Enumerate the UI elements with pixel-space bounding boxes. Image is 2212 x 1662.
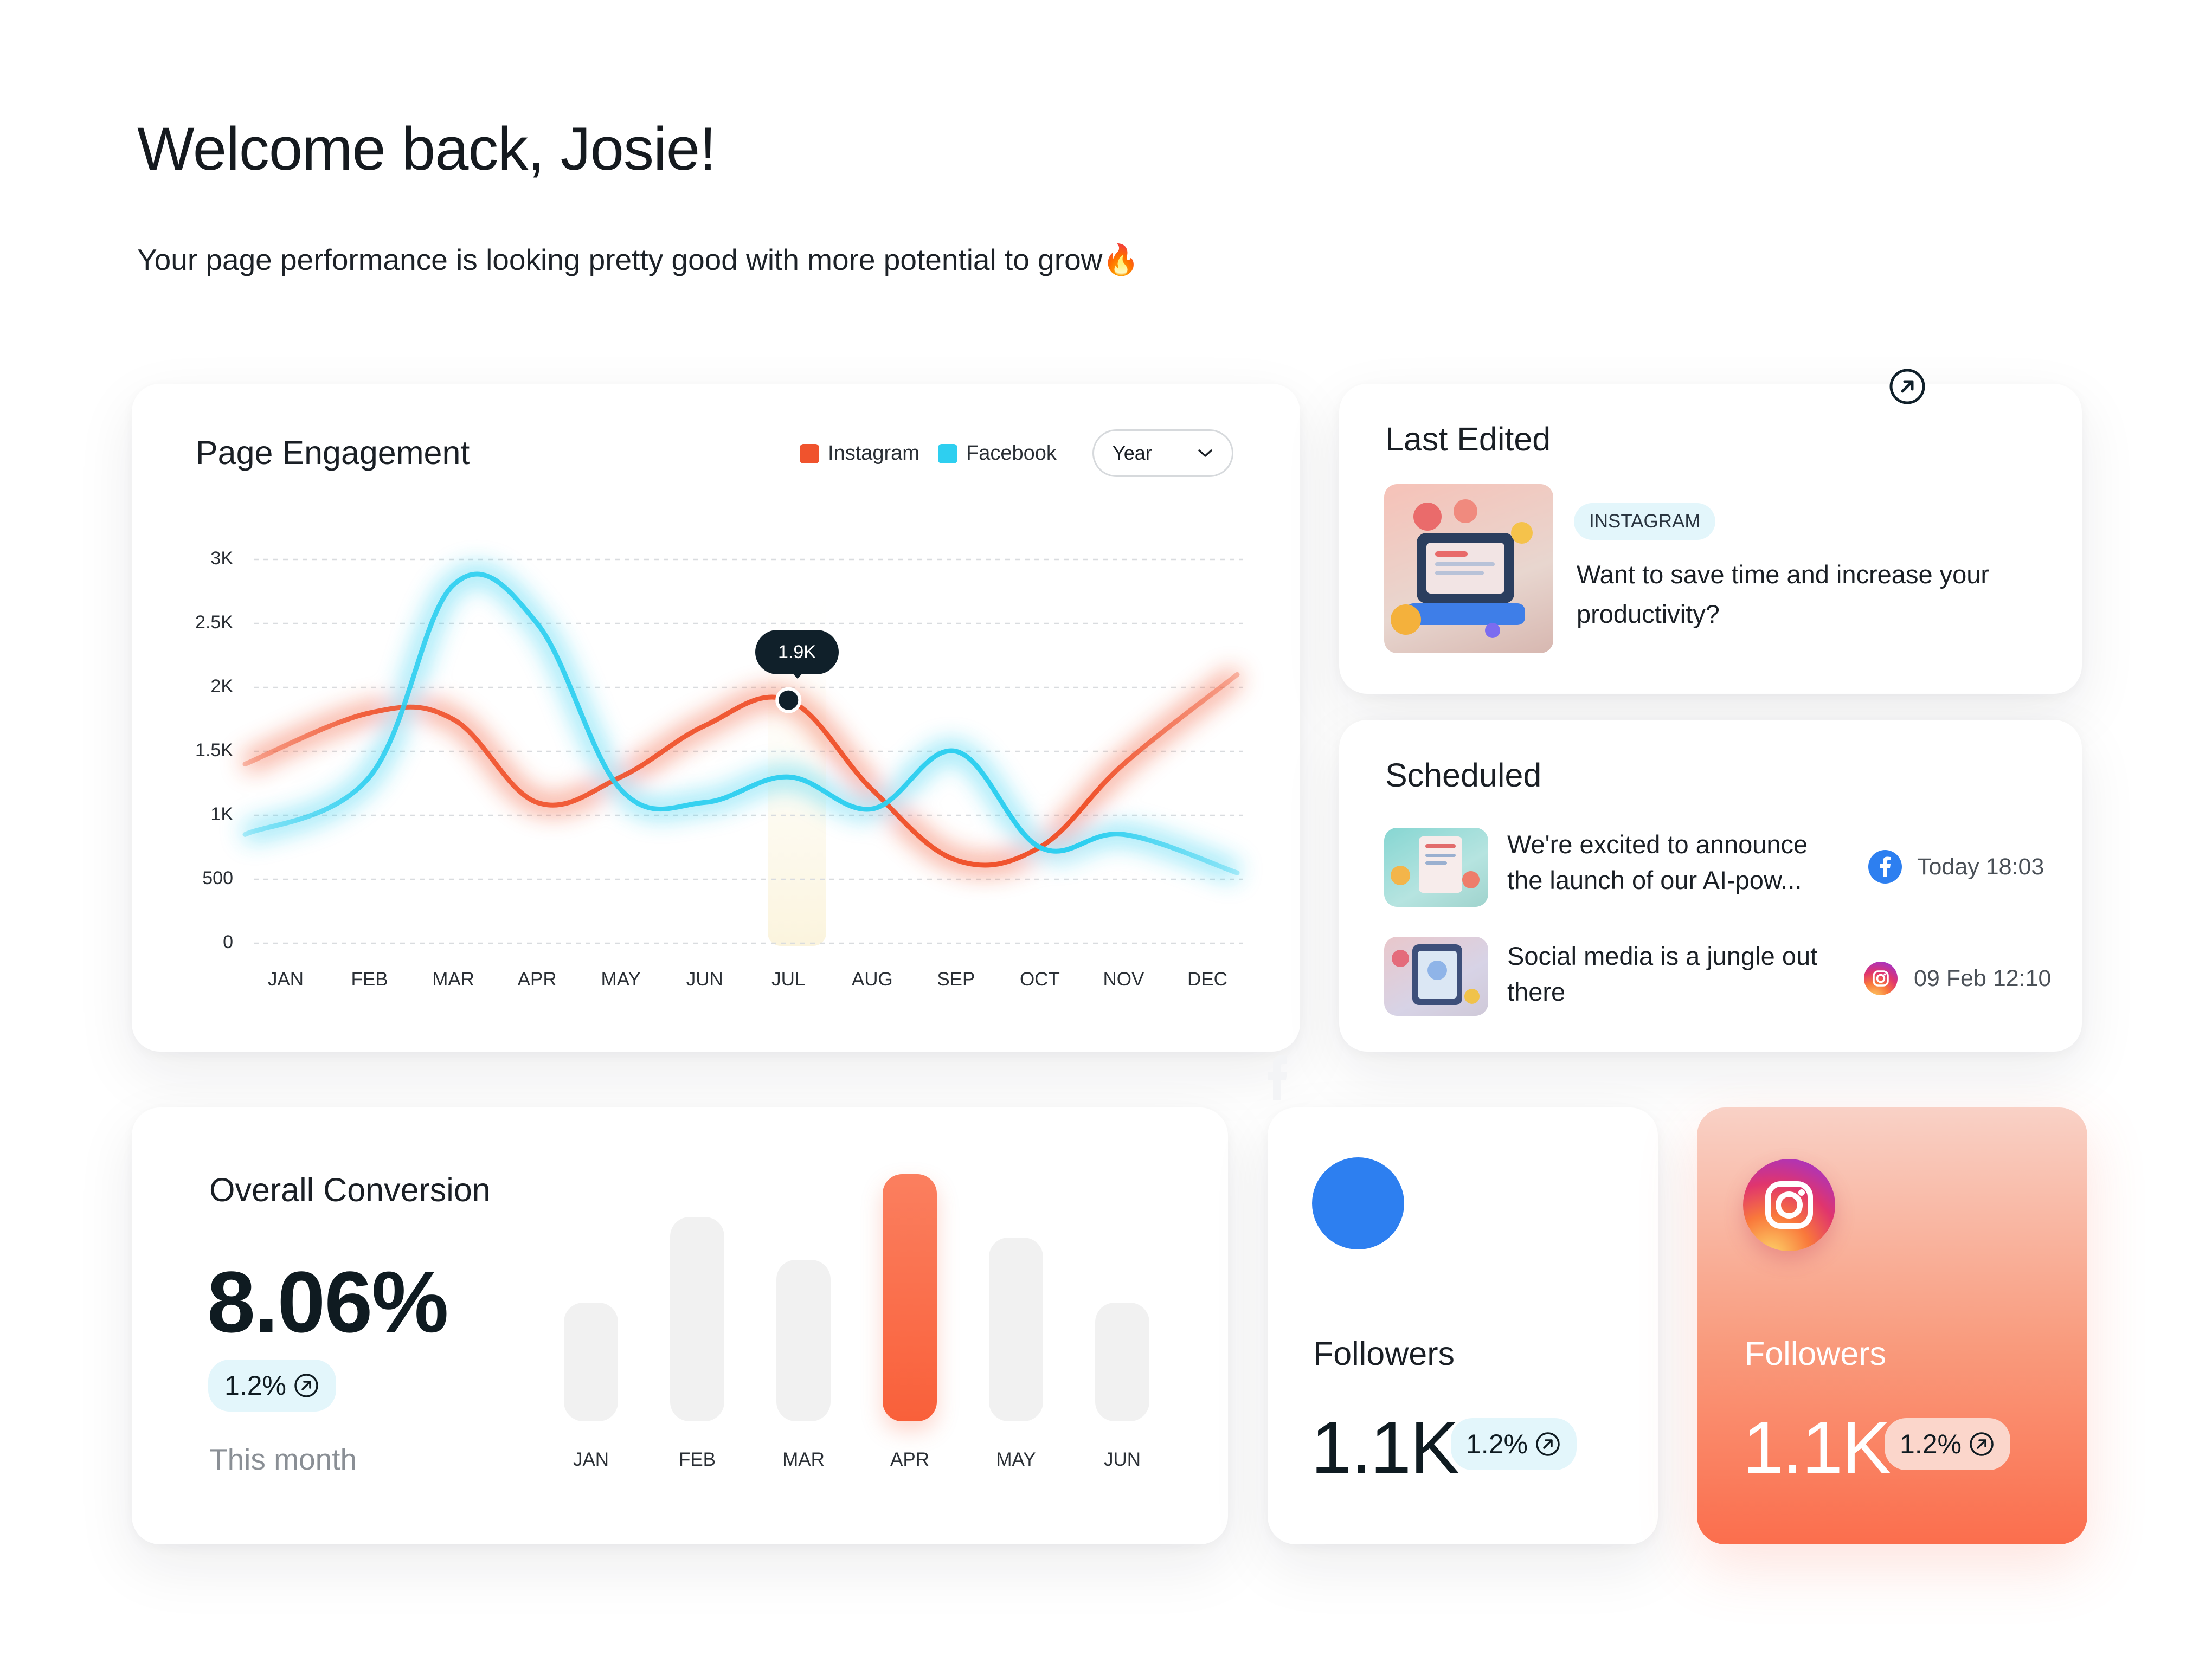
facebook-change-value: 1.2% — [1466, 1429, 1528, 1459]
x-tick-label: DEC — [1187, 969, 1227, 990]
conversion-bar-feb[interactable] — [670, 1217, 724, 1421]
conversion-bar-label: APR — [890, 1449, 929, 1470]
x-tick-label: JUN — [686, 969, 723, 990]
welcome-subtitle: Your page performance is looking pretty … — [137, 243, 1140, 276]
x-tick-label: SEP — [937, 969, 975, 990]
x-tick-label: APR — [517, 969, 557, 990]
instagram-swatch — [800, 443, 819, 463]
last-edited-text[interactable]: Want to save time and increase your prod… — [1577, 560, 1990, 628]
conversion-title: Overall Conversion — [209, 1171, 491, 1208]
conversion-bar-may[interactable] — [989, 1238, 1043, 1421]
legend-facebook[interactable]: Facebook — [938, 442, 1057, 465]
x-tick-label: AUG — [851, 969, 893, 990]
y-tick-label: 1K — [210, 804, 233, 824]
chart-point-marker — [775, 687, 802, 713]
instagram-followers-label: Followers — [1745, 1335, 1887, 1372]
conversion-bar-mar[interactable] — [776, 1260, 831, 1421]
facebook-followers-label: Followers — [1313, 1335, 1455, 1372]
facebook-brand-icon — [1312, 1157, 1404, 1249]
y-tick-label: 2.5K — [195, 612, 233, 633]
arrow-up-right-icon — [294, 1374, 318, 1397]
x-tick-label: NOV — [1103, 969, 1144, 990]
chart-tooltip: 1.9K — [755, 630, 839, 674]
y-tick-label: 500 — [202, 868, 233, 888]
facebook-watermark-icon — [1266, 1052, 1288, 1100]
conversion-bar-jun[interactable] — [1095, 1303, 1149, 1421]
facebook-swatch — [938, 443, 957, 463]
conversion-bar-label: FEB — [678, 1449, 716, 1470]
chevron-down-icon — [1198, 449, 1212, 457]
conversion-change-value: 1.2% — [224, 1370, 286, 1401]
welcome-heading: Welcome back, Josie! — [137, 115, 716, 183]
scheduled-time-2: 09 Feb 12:10 — [1914, 965, 2052, 991]
conversion-bar-label: MAY — [996, 1449, 1036, 1470]
y-tick-label: 3K — [210, 548, 233, 569]
conversion-bar-label: JAN — [573, 1449, 609, 1470]
facebook-followers-value: 1.1K — [1311, 1406, 1459, 1489]
facebook-change-badge: 1.2% — [1451, 1418, 1577, 1470]
x-tick-label: MAR — [432, 969, 474, 990]
x-tick-label: FEB — [351, 969, 388, 990]
platform-badge-label: INSTAGRAM — [1589, 511, 1701, 532]
conversion-bar-jan[interactable] — [564, 1303, 618, 1421]
period-select[interactable]: Year — [1092, 429, 1233, 477]
scheduled-text-2[interactable]: Social media is a jungle out there — [1507, 942, 1818, 1006]
conversion-value: 8.06% — [207, 1253, 449, 1350]
open-external-icon[interactable] — [1888, 368, 1926, 405]
scheduled-title: Scheduled — [1385, 757, 1542, 794]
y-tick-label: 1.5K — [195, 740, 233, 761]
x-tick-label: MAY — [601, 969, 641, 990]
tooltip-value: 1.9K — [778, 641, 816, 662]
arrow-up-right-icon — [1970, 1432, 1994, 1456]
scheduled-thumbnail-1[interactable] — [1384, 828, 1488, 907]
conversion-bar-label: MAR — [782, 1449, 825, 1470]
y-tick-label: 0 — [223, 932, 233, 952]
x-tick-label: JAN — [267, 969, 304, 990]
scheduled-text-1[interactable]: We're excited to announce the launch of … — [1507, 830, 1808, 894]
conversion-bar-apr[interactable] — [883, 1174, 937, 1421]
x-tick-label: JUL — [771, 969, 806, 990]
series-glow-facebook — [241, 565, 1240, 882]
series-line-instagram — [242, 672, 1240, 868]
period-select-value: Year — [1113, 442, 1152, 464]
platform-badge: INSTAGRAM — [1574, 503, 1716, 540]
instagram-brand-icon — [1743, 1159, 1835, 1251]
x-tick-label: OCT — [1019, 969, 1060, 990]
instagram-change-value: 1.2% — [1900, 1429, 1962, 1459]
highlight-column — [768, 564, 826, 946]
instagram-icon — [1864, 962, 1898, 995]
facebook-icon — [1868, 850, 1902, 884]
series-line-facebook — [242, 571, 1240, 875]
last-edited-title: Last Edited — [1385, 421, 1551, 458]
legend-facebook-label: Facebook — [966, 442, 1057, 465]
arrow-up-right-icon — [1536, 1432, 1560, 1456]
page-engagement-title: Page Engagement — [196, 434, 470, 471]
tooltip-pointer — [792, 672, 803, 679]
conversion-change-badge: 1.2% — [208, 1360, 336, 1412]
instagram-followers-value: 1.1K — [1742, 1406, 1891, 1489]
scheduled-time-1: Today 18:03 — [1917, 854, 2044, 880]
conversion-period: This month — [209, 1442, 357, 1476]
scheduled-thumbnail-2[interactable] — [1384, 937, 1488, 1016]
legend-instagram[interactable]: Instagram — [800, 442, 919, 465]
instagram-change-badge: 1.2% — [1885, 1418, 2010, 1470]
post-thumbnail[interactable] — [1384, 484, 1553, 653]
legend-instagram-label: Instagram — [828, 442, 919, 465]
y-tick-label: 2K — [210, 676, 233, 697]
conversion-bar-label: JUN — [1103, 1449, 1141, 1470]
